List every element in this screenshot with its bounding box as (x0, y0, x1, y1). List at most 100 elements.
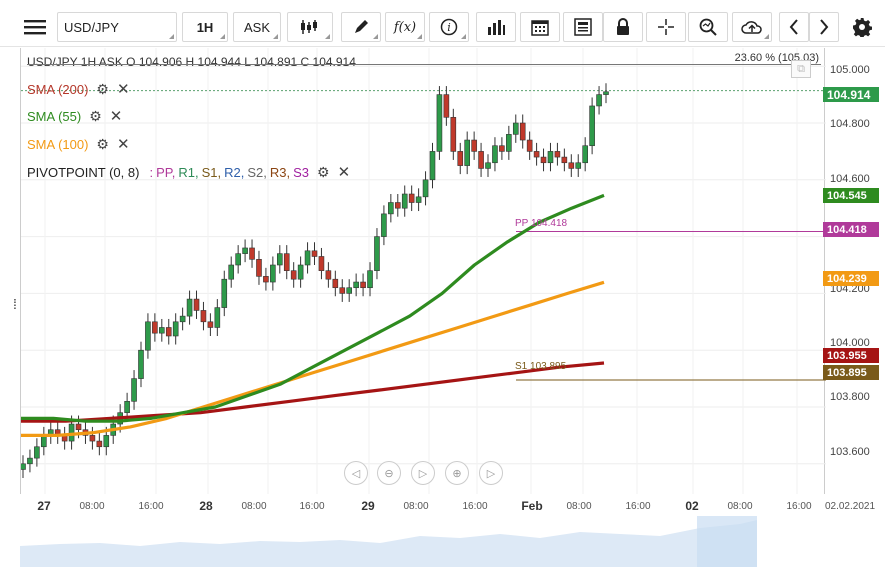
volume-button[interactable] (476, 12, 516, 42)
chart-type-button[interactable] (287, 12, 333, 42)
zoom-in-nav[interactable]: ⊕ (445, 461, 469, 485)
time-label: 08:00 (79, 501, 105, 512)
day-label: 29 (361, 499, 375, 513)
candle-body (603, 91, 609, 95)
hamburger-icon[interactable] (18, 12, 52, 42)
timeframe-selector[interactable]: 1H (182, 12, 228, 42)
candle-body (471, 139, 477, 152)
candle-body (297, 264, 304, 280)
candle-body (422, 179, 429, 198)
day-label: 28 (199, 499, 213, 513)
candle-body (540, 156, 547, 164)
candle-body (34, 446, 40, 459)
popout-icon[interactable]: ⧉ (791, 60, 811, 78)
candle-body (547, 151, 554, 164)
price-side-selector[interactable]: ASK (233, 12, 281, 42)
gear-icon[interactable]: ⚙ (89, 107, 102, 124)
scroll-left-nav[interactable]: ◁ (344, 461, 368, 485)
close-icon[interactable]: ✕ (337, 164, 351, 181)
info-button[interactable]: i (429, 12, 469, 42)
candle-body (263, 276, 269, 283)
candle-body (367, 270, 373, 289)
dropdown-corner-icon (273, 34, 278, 39)
scroll-right-nav[interactable]: ▷ (479, 461, 503, 485)
pivot-s2: S2, (247, 164, 267, 180)
candle-body (304, 250, 311, 266)
close-icon[interactable]: ✕ (109, 108, 123, 125)
price-tick: 104.600 (830, 173, 870, 185)
scroll-right-button[interactable] (809, 12, 839, 42)
time-label: 16:00 (299, 501, 325, 512)
timeframe-label: 1H (196, 19, 214, 35)
day-label: 02 (685, 499, 699, 513)
close-icon[interactable]: ✕ (116, 81, 130, 98)
day-label: Feb (521, 499, 543, 513)
candle-body (214, 307, 221, 328)
chart-plot-area[interactable] (20, 48, 826, 494)
candle-body (575, 162, 582, 169)
calendar-button[interactable] (520, 12, 560, 42)
candle-body (235, 253, 241, 266)
candle-body (478, 151, 484, 169)
pivot-r2: R2, (224, 164, 245, 180)
reset-nav[interactable]: ▷ (411, 461, 435, 485)
candle-body (415, 196, 422, 203)
info-icon: i (440, 18, 458, 36)
candle-body (179, 315, 186, 323)
symbol-selector[interactable]: USD/JPY (57, 12, 177, 42)
gear-icon[interactable]: ⚙ (96, 80, 109, 97)
pivot-pp: PP, (156, 164, 176, 180)
sma200-badge: 103.955 (823, 348, 879, 363)
gear-icon[interactable]: ⚙ (317, 163, 330, 180)
legend-sma100-label: SMA (100) (27, 136, 89, 152)
draw-tool-button[interactable] (341, 12, 381, 42)
toolbar: USD/JPY 1H ASK f(x) i (0, 0, 885, 47)
candle-body (568, 162, 575, 169)
day-label: 27 (37, 499, 51, 513)
candle-body (339, 287, 346, 294)
time-label: 16:00 (786, 501, 812, 512)
candle-body (270, 264, 276, 283)
sma200-line (21, 361, 605, 423)
scroll-left-button[interactable] (779, 12, 809, 42)
candle-body (256, 259, 262, 277)
candle-body (311, 250, 318, 257)
chevron-right-icon (820, 19, 829, 35)
crosshair-button[interactable] (646, 12, 686, 42)
indicators-button[interactable]: f(x) (385, 12, 425, 42)
candle-body (165, 327, 172, 337)
news-button[interactable] (563, 12, 603, 42)
price-tick: 103.600 (830, 446, 870, 458)
pivot-s3: S3 (293, 164, 309, 180)
drag-handle-icon[interactable]: ⁞ (13, 296, 17, 312)
time-label: 08:00 (403, 501, 429, 512)
candle-body (27, 457, 33, 465)
lock-button[interactable] (603, 12, 643, 42)
candlestick-icon (301, 20, 317, 34)
fib-line (27, 64, 821, 65)
pivot-r1: R1, (178, 164, 199, 180)
gear-icon[interactable]: ⚙ (96, 135, 109, 152)
candle-body (554, 151, 561, 158)
close-icon[interactable]: ✕ (116, 136, 130, 153)
dropdown-corner-icon (373, 34, 378, 39)
zoom-out-nav[interactable]: ⊖ (377, 461, 401, 485)
candle-body (443, 94, 450, 118)
navigator-overview[interactable] (20, 516, 880, 567)
candle-body (276, 253, 283, 266)
svg-text:i: i (447, 21, 451, 34)
navigator-window[interactable] (697, 516, 757, 567)
candle-body (561, 156, 568, 164)
candle-body (360, 281, 366, 289)
bar-chart-icon (488, 20, 505, 35)
candle-body (450, 117, 457, 152)
candle-body (172, 321, 179, 337)
time-label: 08:00 (566, 501, 592, 512)
pivot-s1: S1, (201, 164, 222, 180)
upload-button[interactable] (732, 12, 772, 42)
legend-sma200: SMA (200) ⚙ ✕ (27, 80, 130, 99)
zoom-button[interactable] (688, 12, 728, 42)
candle-body (533, 151, 540, 158)
settings-button[interactable] (846, 12, 878, 42)
calendar-icon (531, 20, 549, 36)
